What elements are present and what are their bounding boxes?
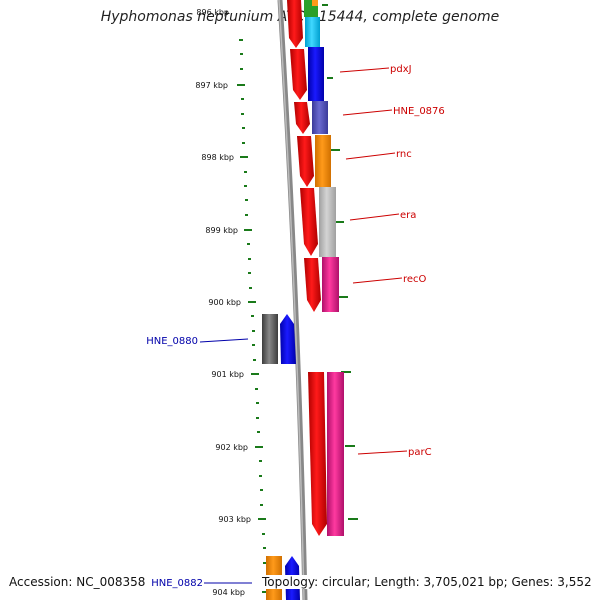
- gene-arrow-top[interactable]: [287, 0, 303, 48]
- gene-label-pdxJ[interactable]: pdxJ: [390, 64, 412, 75]
- gene-labels: pdxJ HNE_0876 rnc era recO HNE_0880 parC…: [146, 64, 445, 589]
- scale-label: 900 kbp: [208, 298, 241, 307]
- gene-arrow-rnc[interactable]: [297, 136, 314, 187]
- scale-label: 899 kbp: [205, 226, 238, 235]
- gene-arrow-parC[interactable]: [308, 372, 327, 536]
- scale-label: 896 kbp: [196, 8, 229, 17]
- reverse-strand-genes: [287, 0, 327, 536]
- scale-label: 901 kbp: [211, 370, 244, 379]
- genome-backbone: [277, 0, 308, 600]
- scale-label: 898 kbp: [201, 153, 234, 162]
- cog-color-band: [304, 0, 344, 536]
- gene-label-HNE_0880[interactable]: HNE_0880: [146, 336, 198, 347]
- gene-label-parC[interactable]: parC: [408, 447, 432, 458]
- scale-label: 897 kbp: [195, 81, 228, 90]
- genome-summary-text: Topology: circular; Length: 3,705,021 bp…: [262, 575, 592, 589]
- gene-label-era[interactable]: era: [400, 210, 416, 221]
- gene-arrow-recO[interactable]: [304, 258, 321, 312]
- gene-block-grey[interactable]: [262, 314, 278, 364]
- gene-label-recO[interactable]: recO: [403, 274, 427, 285]
- gene-label-rnc[interactable]: rnc: [396, 149, 412, 160]
- gene-label-HNE_0876[interactable]: HNE_0876: [393, 106, 445, 117]
- accession-text: Accession: NC_008358: [9, 575, 146, 589]
- forward-strand-genes: [262, 314, 300, 600]
- scale-label: 902 kbp: [215, 443, 248, 452]
- gene-label-HNE_0882[interactable]: HNE_0882: [151, 578, 203, 589]
- scale-label: 904 kbp: [212, 588, 245, 597]
- gene-arrow-HNE_0876[interactable]: [294, 102, 310, 134]
- label-connectors: [199, 67, 408, 584]
- scale-labels: 896 kbp 897 kbp 898 kbp 899 kbp 900 kbp …: [195, 8, 251, 597]
- gene-arrow-era[interactable]: [300, 188, 318, 256]
- scale-label: 903 kbp: [218, 515, 251, 524]
- gene-arrow-pdxJ[interactable]: [290, 49, 307, 100]
- inner-tick-ruler: [237, 39, 270, 593]
- gene-arrow-HNE_0880[interactable]: [280, 314, 296, 364]
